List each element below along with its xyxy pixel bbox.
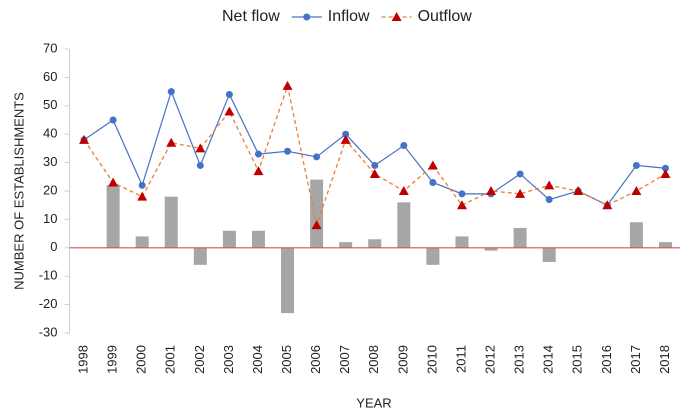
x-tick-label: 2000 bbox=[134, 345, 149, 374]
x-tick-label: 2012 bbox=[482, 345, 497, 374]
x-tick-label: 2013 bbox=[512, 345, 527, 374]
x-tick-label: 2017 bbox=[628, 345, 643, 374]
x-tick-label: 1998 bbox=[75, 345, 90, 374]
inflow-marker bbox=[632, 161, 640, 169]
bar bbox=[658, 242, 672, 248]
y-tick-label: 50 bbox=[43, 97, 57, 112]
x-tick-label: 2018 bbox=[657, 345, 672, 374]
bar bbox=[281, 247, 295, 314]
outflow-marker bbox=[391, 12, 402, 21]
y-axis-label: NUMBER OF ESTABLISHMENTS bbox=[11, 92, 26, 290]
bar bbox=[542, 247, 556, 262]
outflow-marker bbox=[369, 168, 380, 178]
bar bbox=[426, 247, 440, 265]
inflow-marker bbox=[196, 161, 204, 169]
x-tick-label: 2003 bbox=[221, 345, 236, 374]
outflow-marker bbox=[282, 80, 293, 90]
x-tick-label: 2002 bbox=[192, 345, 207, 374]
x-tick-label: 2008 bbox=[366, 345, 381, 374]
outflow-marker bbox=[486, 186, 497, 195]
bar bbox=[397, 202, 411, 248]
inflow-marker bbox=[371, 161, 379, 169]
legend-label: Outflow bbox=[418, 8, 473, 25]
inflow-marker bbox=[516, 170, 524, 178]
y-tick-label: 60 bbox=[43, 69, 57, 84]
inflow-marker bbox=[303, 13, 311, 21]
outflow-marker bbox=[108, 177, 119, 187]
bar bbox=[629, 222, 643, 248]
inflow-marker bbox=[138, 181, 146, 189]
inflow-marker bbox=[225, 90, 233, 98]
bar bbox=[222, 230, 236, 248]
bar bbox=[251, 230, 265, 248]
outflow-marker bbox=[427, 160, 438, 170]
x-tick-label: 2005 bbox=[279, 345, 294, 374]
bar bbox=[106, 185, 120, 248]
x-tick-label: 2011 bbox=[453, 345, 468, 373]
x-axis-label: YEAR bbox=[356, 395, 391, 410]
outflow-marker bbox=[398, 186, 409, 195]
outflow-marker bbox=[602, 200, 613, 210]
inflow-marker bbox=[458, 190, 466, 198]
x-tick-label: 2009 bbox=[395, 345, 410, 374]
y-tick-label: 20 bbox=[43, 182, 57, 197]
x-tick-label: 2004 bbox=[250, 345, 265, 374]
legend-label: Inflow bbox=[328, 8, 370, 25]
y-tick-label: 10 bbox=[43, 211, 57, 226]
x-tick-label: 1999 bbox=[105, 345, 120, 374]
outflow-marker bbox=[311, 220, 322, 230]
y-tick-label: 30 bbox=[43, 154, 57, 169]
outflow-marker bbox=[137, 191, 148, 201]
legend-label: Net flow bbox=[222, 8, 280, 25]
inflow-marker bbox=[284, 147, 292, 155]
outflow-marker bbox=[544, 180, 555, 190]
x-tick-label: 2006 bbox=[308, 345, 323, 374]
outflow-marker bbox=[340, 134, 351, 144]
bar bbox=[368, 239, 382, 248]
outflow-marker bbox=[573, 186, 584, 195]
bar bbox=[135, 236, 149, 248]
outflow-marker bbox=[253, 166, 264, 176]
x-tick-label: 2007 bbox=[337, 345, 352, 374]
outflow-marker bbox=[660, 168, 671, 178]
inflow-marker bbox=[661, 164, 669, 172]
y-tick-label: 70 bbox=[43, 40, 57, 55]
y-tick-label: 40 bbox=[43, 126, 57, 141]
y-tick-label: -30 bbox=[39, 324, 58, 339]
bar bbox=[310, 179, 324, 248]
bar bbox=[164, 196, 178, 248]
inflow-marker bbox=[254, 150, 262, 158]
outflow-marker bbox=[166, 137, 177, 147]
y-tick-label: 0 bbox=[50, 239, 57, 254]
x-tick-label: 2014 bbox=[541, 345, 556, 374]
x-tick-label: 2016 bbox=[599, 345, 614, 374]
bar bbox=[455, 236, 469, 248]
y-tick-label: -10 bbox=[39, 268, 58, 283]
inflow-marker bbox=[109, 116, 117, 124]
inflow-marker bbox=[167, 88, 175, 96]
outflow-marker bbox=[195, 143, 206, 153]
outflow-marker bbox=[515, 188, 526, 198]
bar bbox=[484, 247, 498, 251]
bar bbox=[339, 242, 353, 248]
inflow-marker bbox=[429, 178, 437, 186]
x-tick-label: 2001 bbox=[163, 345, 178, 374]
inflow-marker bbox=[545, 196, 553, 204]
inflow-marker bbox=[313, 153, 321, 161]
line bbox=[83, 83, 666, 228]
outflow-marker bbox=[224, 106, 235, 116]
bar bbox=[193, 247, 207, 265]
outflow-marker bbox=[79, 134, 90, 144]
x-tick-label: 2010 bbox=[424, 345, 439, 374]
outflow-marker bbox=[456, 200, 467, 210]
y-tick-label: -20 bbox=[39, 296, 58, 311]
inflow-marker bbox=[342, 130, 350, 138]
outflow-marker bbox=[631, 186, 642, 195]
bar bbox=[513, 227, 527, 248]
inflow-marker bbox=[400, 142, 408, 150]
x-tick-label: 2015 bbox=[570, 345, 585, 374]
